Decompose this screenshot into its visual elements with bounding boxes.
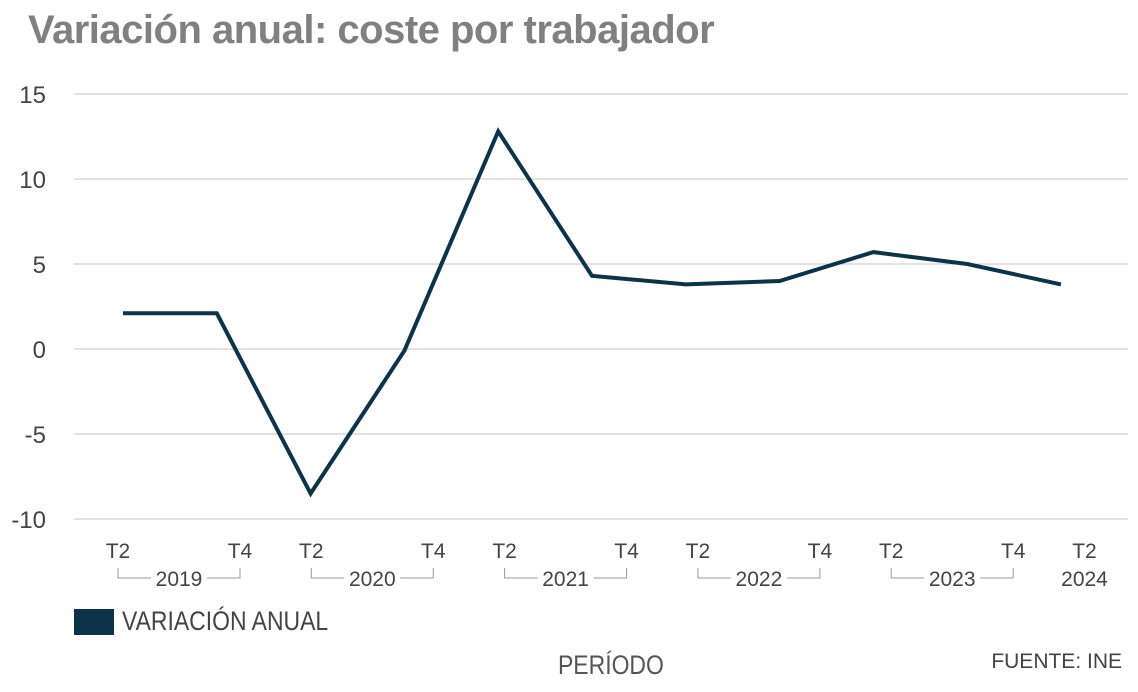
x-tick-label: T4: [228, 540, 253, 563]
chart-title: Variación anual: coste por trabajador: [28, 8, 715, 52]
x-tick-label: T4: [614, 540, 639, 563]
x-tick-label: T2: [106, 540, 131, 563]
x-tick-label: T4: [1001, 540, 1026, 563]
x-tick-label: T4: [808, 540, 833, 563]
year-bracket: [310, 568, 434, 579]
x-axis-label: PERÍODO: [558, 650, 664, 680]
year-label: 2023: [929, 568, 976, 591]
y-tick-label: 0: [33, 337, 46, 364]
x-tick-label: T2: [1072, 540, 1097, 563]
x-tick-label: T2: [879, 540, 904, 563]
year-bracket: [890, 568, 1014, 579]
y-tick-label: 15: [19, 82, 46, 109]
y-tick-label: -10: [11, 507, 46, 534]
series-line: [123, 127, 1062, 498]
x-tick-label: T4: [421, 540, 446, 563]
legend-label: VARIACIÓN ANUAL: [122, 606, 329, 636]
year-label: 2024: [1061, 568, 1108, 591]
x-tick-label: T2: [299, 540, 324, 563]
y-tick-label: 10: [19, 167, 46, 194]
y-tick-label: -5: [25, 422, 46, 449]
legend-swatch: [74, 608, 114, 635]
year-bracket: [697, 568, 821, 579]
year-bracket: [504, 568, 628, 579]
year-label: 2020: [349, 568, 396, 591]
x-tick-label: T2: [492, 540, 517, 563]
year-label: 2021: [542, 568, 589, 591]
y-tick-label: 5: [33, 252, 46, 279]
year-label: 2019: [156, 568, 203, 591]
x-tick-label: T2: [686, 540, 711, 563]
year-label: 2022: [736, 568, 783, 591]
legend: VARIACIÓN ANUAL: [74, 606, 365, 637]
source-note: FUENTE: INE: [991, 650, 1122, 673]
year-bracket: [117, 568, 241, 579]
